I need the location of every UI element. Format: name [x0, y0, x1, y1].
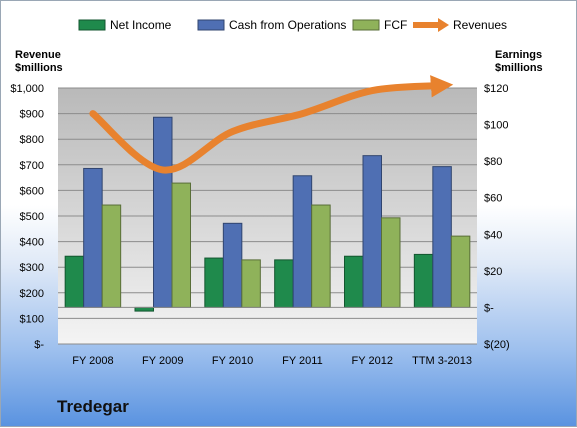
left-axis-unit: $millions	[15, 62, 63, 74]
left-tick-label: $500	[20, 211, 44, 223]
category-label: FY 2010	[212, 355, 253, 367]
bar-fcf	[241, 259, 261, 308]
bar-cash-from-operations	[153, 116, 173, 308]
bar-cash-from-operations	[83, 167, 103, 308]
left-tick-label: $100	[20, 313, 44, 325]
right-tick-label: $80	[484, 156, 502, 168]
bar-fcf	[171, 182, 191, 308]
left-tick-label: $700	[20, 160, 44, 172]
bar-net-income	[344, 255, 364, 308]
bar-fcf	[311, 204, 331, 308]
bar-net-income	[64, 255, 85, 308]
bar-net-income	[134, 306, 154, 312]
legend-swatch-fcf	[352, 19, 380, 31]
bar-cash-from-operations	[362, 155, 382, 308]
bar-cash-from-operations	[432, 166, 452, 308]
category-label: FY 2012	[352, 355, 393, 367]
company-name: Tredegar	[57, 397, 129, 416]
bar-net-income	[204, 257, 224, 308]
left-tick-label: $600	[20, 185, 44, 197]
bar-cash-from-operations	[292, 175, 313, 308]
left-tick-label: $400	[20, 237, 44, 249]
legend-swatch-cash-from-operations	[197, 19, 225, 31]
legend-label: Net Income	[110, 18, 172, 32]
category-label: FY 2009	[142, 355, 183, 367]
left-tick-label: $300	[20, 262, 44, 274]
right-tick-label: $100	[484, 120, 508, 132]
legend-swatch-net-income	[78, 19, 106, 31]
right-tick-label: $40	[484, 229, 502, 241]
bar-fcf	[101, 204, 122, 308]
legend-arrow-revenues	[438, 18, 449, 32]
bar-net-income	[413, 253, 434, 308]
legend-label: Cash from Operations	[229, 18, 346, 32]
bar-net-income	[274, 259, 294, 308]
right-tick-label: $-	[484, 302, 494, 314]
bar-fcf	[381, 217, 401, 308]
category-label: TTM 3-2013	[412, 355, 472, 367]
right-axis-title: Earnings	[495, 49, 542, 61]
right-axis-unit: $millions	[495, 62, 543, 74]
left-axis-title: Revenue	[15, 49, 61, 61]
left-tick-label: $800	[20, 134, 44, 146]
left-tick-label: $900	[20, 109, 44, 121]
right-tick-label: $60	[484, 193, 502, 205]
series-line-revenues	[89, 75, 454, 174]
bar-cash-from-operations	[222, 222, 243, 308]
category-label: FY 2011	[282, 355, 323, 367]
right-tick-label: $20	[484, 266, 502, 278]
left-tick-label: $-	[34, 339, 44, 351]
right-tick-label: $(20)	[484, 339, 510, 351]
legend-label: FCF	[384, 18, 407, 32]
bar-fcf	[450, 235, 471, 308]
category-label: FY 2008	[72, 355, 113, 367]
right-tick-label: $120	[484, 83, 508, 95]
left-tick-label: $200	[20, 288, 44, 300]
left-tick-label: $1,000	[10, 83, 44, 95]
legend-label: Revenues	[453, 18, 507, 32]
